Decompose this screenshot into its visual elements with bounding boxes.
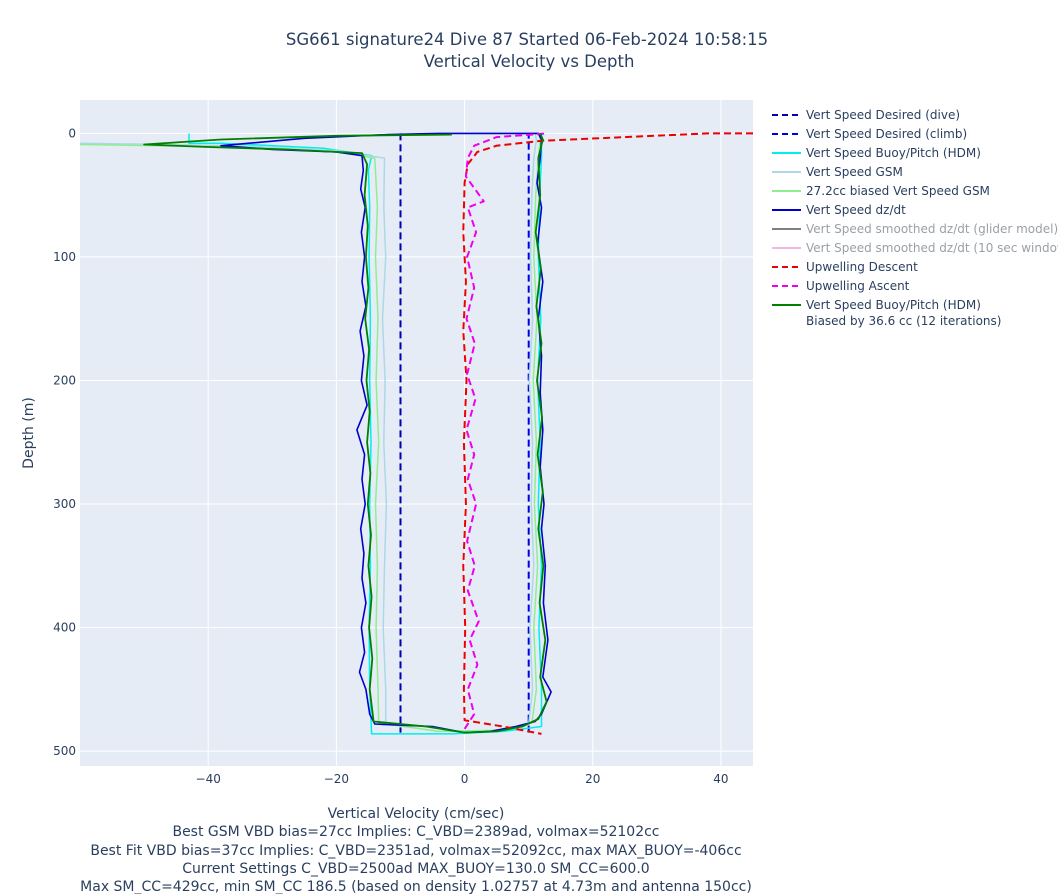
series-line-8 — [462, 132, 753, 735]
x-tick-label: −20 — [324, 772, 349, 786]
chart-title-line2: Vertical Velocity vs Depth — [424, 52, 635, 71]
y-tick-label: 400 — [53, 621, 76, 635]
chart-title-line1: SG661 signature24 Dive 87 Started 06-Feb… — [286, 30, 768, 49]
legend-label-3: Vert Speed GSM — [806, 165, 903, 179]
legend: Vert Speed Desired (dive) Vert Speed Desi… — [772, 108, 1058, 328]
legend-label-5: Vert Speed dz/dt — [806, 203, 906, 217]
y-axis-title: Depth (m) — [21, 397, 37, 469]
y-tick-label: 200 — [53, 373, 76, 387]
footer-line-2: Best GSM VBD bias=27cc Implies: C_VBD=23… — [172, 824, 659, 840]
legend-label-6: Vert Speed smoothed dz/dt (glider model) — [806, 222, 1058, 236]
x-tick-label: 40 — [713, 772, 728, 786]
y-tick-label: 500 — [53, 744, 76, 758]
legend-label-4: 27.2cc biased Vert Speed GSM — [806, 184, 990, 198]
series-line-2 — [188, 133, 543, 735]
legend-label-10-line2: Biased by 36.6 cc (12 iterations) — [806, 314, 1001, 328]
footer-line-1: Vertical Velocity (cm/sec) — [328, 806, 505, 822]
legend-label-0: Vert Speed Desired (dive) — [806, 108, 960, 122]
footer-line-4: Current Settings C_VBD=2500ad MAX_BUOY=1… — [182, 861, 649, 877]
legend-label-9: Upwelling Ascent — [806, 279, 910, 293]
legend-label-8: Upwelling Descent — [806, 260, 918, 274]
legend-label-10: Vert Speed Buoy/Pitch (HDM) — [806, 298, 981, 312]
y-tick-labels: 0 100 200 300 400 500 — [53, 126, 76, 758]
series-line-5 — [220, 132, 552, 734]
legend-label-1: Vert Speed Desired (climb) — [806, 127, 967, 141]
series-line-10 — [143, 133, 548, 734]
series-line-9 — [463, 132, 548, 730]
footer-line-3: Best Fit VBD bias=37cc Implies: C_VBD=23… — [90, 843, 741, 859]
legend-label-7: Vert Speed smoothed dz/dt (10 sec window… — [806, 241, 1058, 255]
y-tick-label: 100 — [53, 250, 76, 264]
y-tick-label: 0 — [68, 126, 76, 140]
x-tick-label: 20 — [585, 772, 600, 786]
legend-label-2: Vert Speed Buoy/Pitch (HDM) — [806, 146, 981, 160]
plot-area — [80, 100, 753, 766]
series-group — [80, 132, 753, 735]
footer-line-5: Max SM_CC=429cc, min SM_CC 186.5 (based … — [80, 879, 752, 894]
plot-clip — [80, 132, 753, 735]
y-tick-label: 300 — [53, 497, 76, 511]
x-tick-label: 0 — [461, 772, 469, 786]
x-tick-label: −40 — [196, 772, 221, 786]
x-tick-labels: −40 −20 0 20 40 — [196, 772, 729, 786]
series-line-4 — [80, 133, 541, 733]
